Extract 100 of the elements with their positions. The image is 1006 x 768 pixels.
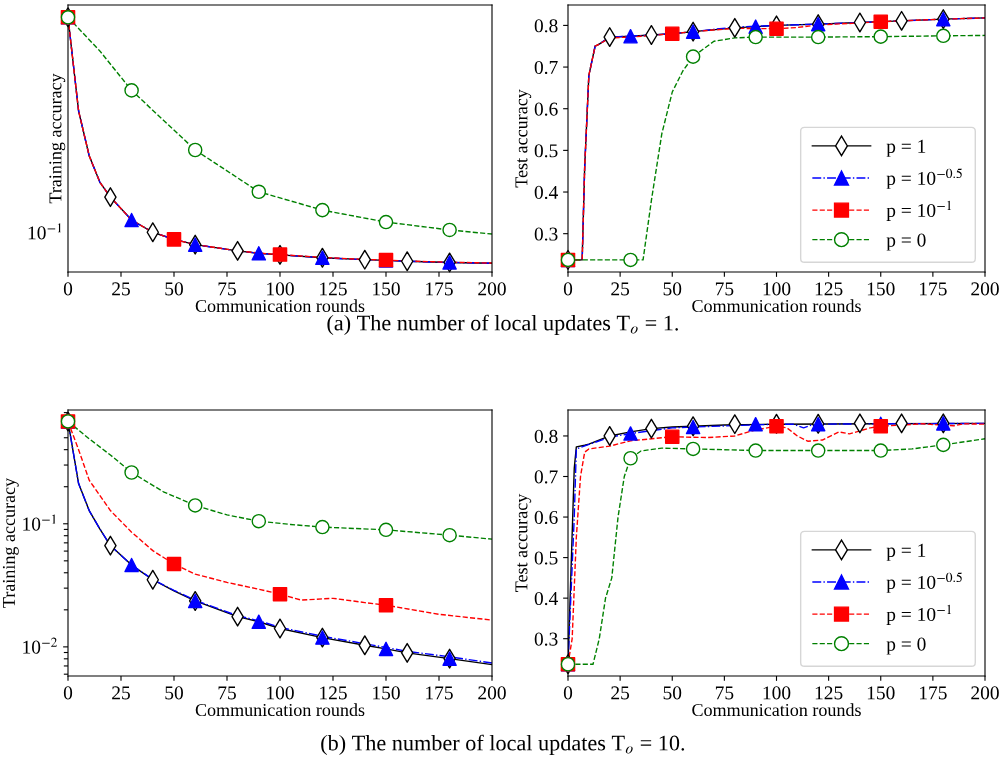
point [769, 21, 784, 37]
point [124, 557, 139, 573]
x-tick-label: 150 [373, 282, 400, 296]
x-tick-label: 0 [563, 282, 573, 296]
x-tick-label: 25 [611, 686, 630, 700]
point [166, 556, 182, 572]
legend-label: p = 10$^{−1}$ [886, 604, 952, 625]
point [378, 214, 394, 230]
y-tick-label: 10$^{−2}$ [23, 637, 58, 654]
x-tick-label: 125 [815, 686, 843, 700]
y-axis-title: Test accuracy [515, 89, 532, 188]
x-tick-label: 150 [867, 282, 895, 296]
x-tick-label: 25 [611, 282, 630, 296]
point [124, 465, 139, 480]
point [378, 522, 394, 538]
x-tick-label: 50 [663, 282, 682, 296]
point [685, 49, 701, 64]
x-tick-label: 50 [165, 686, 183, 700]
x-tick-label: 175 [920, 282, 947, 296]
x-tick-label: 175 [426, 686, 453, 700]
legend-label: p = 10$^{−0.5}$ [886, 168, 962, 189]
y-axis-title: Training accuracy [2, 477, 19, 608]
x-tick-label: 200 [478, 282, 506, 296]
point [623, 252, 638, 268]
y-tick-label: 0.5 [534, 144, 558, 158]
x-tick-label: 125 [815, 282, 843, 296]
x-tick-label: 200 [971, 282, 999, 296]
legend-label: p = 1 [886, 543, 926, 561]
point [748, 416, 763, 432]
point [442, 222, 457, 238]
point [187, 498, 203, 513]
x-tick-label: 100 [267, 686, 294, 700]
x-tick-label: 75 [218, 282, 236, 296]
y-tick-label: 0.7 [534, 60, 558, 75]
x-tick-label: 75 [218, 686, 236, 700]
point [623, 450, 638, 466]
point [769, 418, 784, 434]
x-tick-label: 150 [373, 686, 400, 700]
x-tick-label: 0 [563, 686, 573, 700]
x-tick-label: 0 [63, 686, 73, 700]
point [873, 14, 889, 29]
y-axis-title: Test accuracy [515, 493, 532, 592]
x-tick-label: 125 [320, 686, 347, 700]
point [748, 29, 763, 45]
y-tick-label: 0.6 [534, 102, 558, 116]
x-tick-label: 75 [715, 282, 734, 296]
x-tick-label: 150 [867, 686, 895, 700]
point [623, 426, 638, 441]
point [251, 614, 267, 630]
legend-label: p = 10$^{−0.5}$ [886, 572, 962, 593]
point [442, 527, 457, 543]
x-tick-label: 125 [320, 282, 347, 296]
x-tick-label: 200 [971, 686, 999, 700]
x-tick-label: 50 [663, 686, 682, 700]
point [251, 184, 267, 200]
x-tick-label: 175 [426, 282, 453, 296]
y-tick-label: 0.8 [534, 19, 558, 33]
x-tick-label: 200 [478, 686, 506, 700]
legend-label: p = 0 [886, 233, 926, 251]
x-tick-label: 100 [763, 282, 791, 296]
x-tick-label: 175 [920, 686, 947, 700]
point [315, 519, 330, 535]
text: (a) The number of local updates T$_{o}$ = 1. [327, 314, 678, 336]
x-tick-label: 25 [112, 282, 130, 296]
point [810, 443, 826, 458]
point [315, 202, 330, 218]
point [873, 29, 889, 44]
y-tick-label: 0.4 [534, 185, 558, 200]
x-tick-label: 0 [63, 282, 73, 296]
point [378, 641, 394, 657]
point [748, 443, 763, 458]
y-tick-label: 0.5 [534, 551, 558, 565]
point [685, 441, 701, 457]
x-tick-label: 100 [763, 686, 791, 700]
point [623, 28, 638, 44]
point [124, 212, 139, 228]
point [251, 513, 267, 529]
point [251, 246, 267, 261]
point [810, 29, 826, 45]
point [187, 142, 203, 158]
point [664, 26, 680, 42]
x-axis-title: Communication rounds [195, 703, 365, 717]
x-axis-title: Communication rounds [692, 299, 861, 313]
point [936, 28, 951, 44]
x-axis-title: Communication rounds [195, 299, 365, 313]
y-tick-label: 0.6 [534, 510, 558, 525]
point [272, 586, 288, 602]
x-tick-label: 50 [165, 282, 183, 296]
point [873, 443, 889, 458]
y-tick-label: 0.3 [534, 227, 558, 241]
legend-label: p = 0 [886, 637, 926, 655]
point [664, 429, 680, 445]
x-axis-title: Communication rounds [692, 703, 861, 717]
y-tick-label: 0.3 [534, 632, 558, 646]
x-tick-label: 25 [112, 686, 130, 700]
text: (b) The number of local updates T$_{o}$ = 10. [321, 734, 685, 756]
point [166, 232, 182, 247]
y-tick-label: 0.8 [534, 429, 558, 443]
y-axis-title: Training accuracy [49, 73, 66, 204]
legend-label: p = 10$^{−1}$ [886, 200, 952, 221]
